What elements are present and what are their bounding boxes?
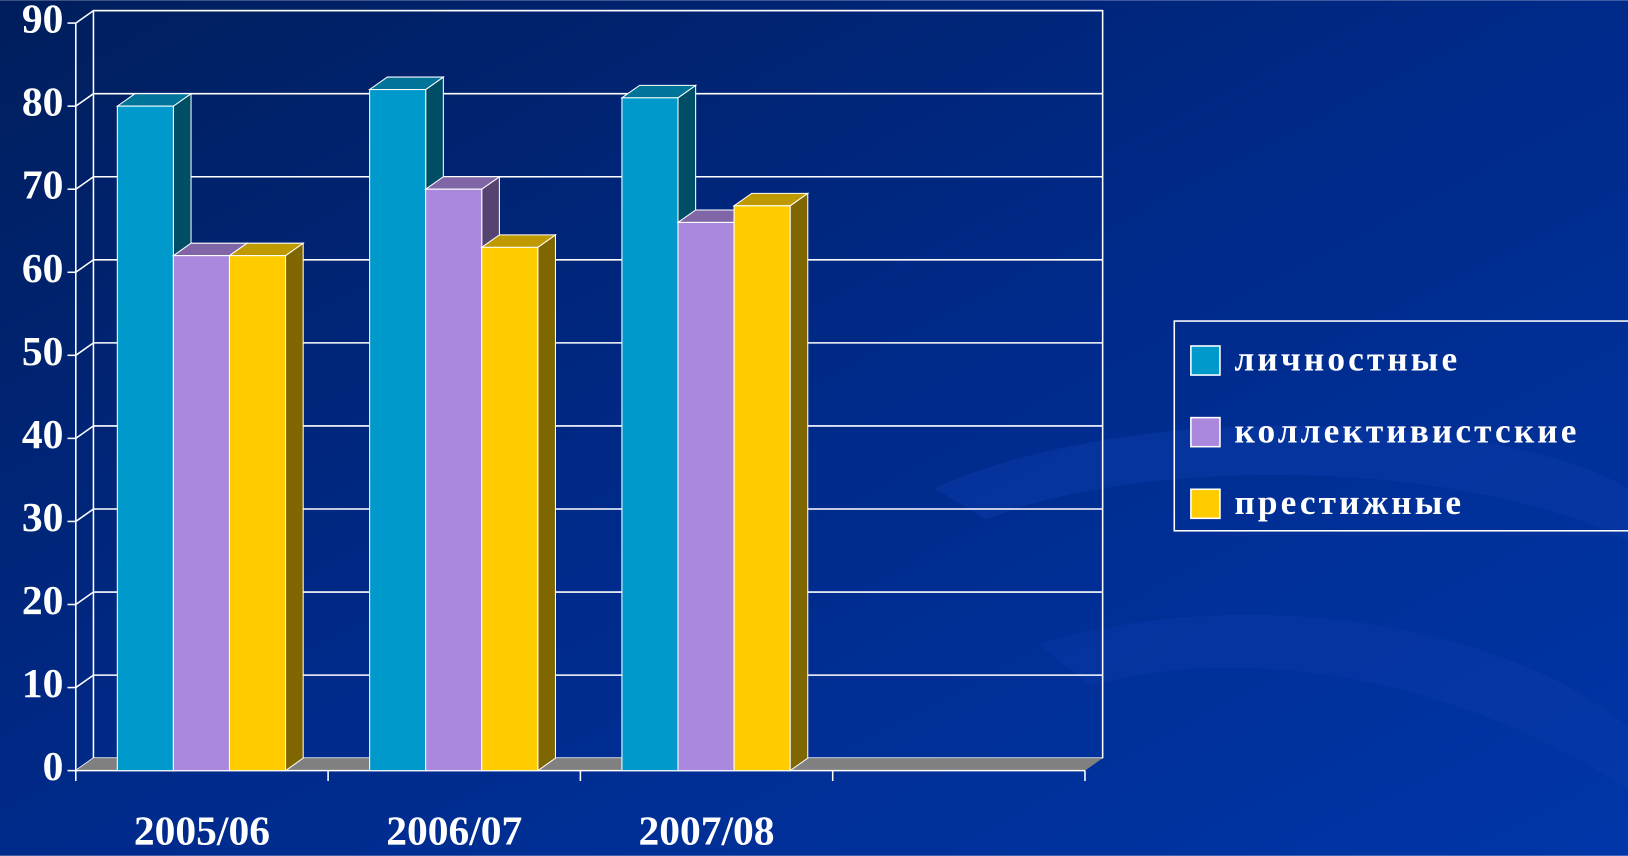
- y-tick-label: 20: [22, 577, 64, 623]
- grid-line: [75, 92, 1103, 107]
- bar-side: [285, 242, 304, 772]
- x-tick-label: 2006/07: [386, 808, 522, 854]
- bar: [677, 221, 735, 772]
- x-tick-label: 2007/08: [638, 808, 774, 854]
- legend-swatch: [1190, 488, 1221, 520]
- bar: [425, 188, 483, 772]
- bar-side: [537, 233, 556, 772]
- grid-line: [75, 9, 1103, 24]
- bar: [733, 205, 791, 772]
- legend-label: коллективистские: [1234, 411, 1579, 450]
- y-tick-label: 40: [22, 411, 64, 457]
- decor-swirl: [934, 425, 1628, 541]
- legend-label: престижные: [1234, 483, 1464, 522]
- legend-label: личностные: [1234, 340, 1460, 379]
- y-tick-label: 0: [43, 743, 64, 789]
- x-tick-label: 2005/06: [134, 808, 270, 854]
- bar: [621, 97, 679, 772]
- bar: [116, 105, 174, 772]
- floor: [75, 758, 1103, 771]
- bar-side: [789, 192, 809, 772]
- legend-box: [1173, 320, 1628, 532]
- y-tick-label: 50: [22, 328, 64, 374]
- y-tick-label: 70: [22, 162, 64, 208]
- y-tick-label: 10: [22, 660, 64, 706]
- legend: личностные коллективистские престижные: [1173, 320, 1628, 532]
- y-tick-label: 60: [22, 245, 64, 291]
- legend-swatch: [1190, 345, 1221, 376]
- y-tick-label: 30: [22, 494, 64, 540]
- y-tick-label: 80: [22, 79, 64, 125]
- legend-swatch: [1190, 416, 1221, 448]
- grid-line: [75, 175, 1103, 190]
- bar: [172, 255, 230, 772]
- bar: [228, 255, 287, 772]
- bar: [369, 89, 427, 772]
- bar: [481, 246, 539, 772]
- decor-swirl: [1038, 614, 1628, 790]
- plot-area: 0 10 20 30 40 50 60 70 80 90 2005/06 2006/07 2007/08: [22, 0, 1104, 854]
- y-tick-label: 90: [22, 0, 64, 42]
